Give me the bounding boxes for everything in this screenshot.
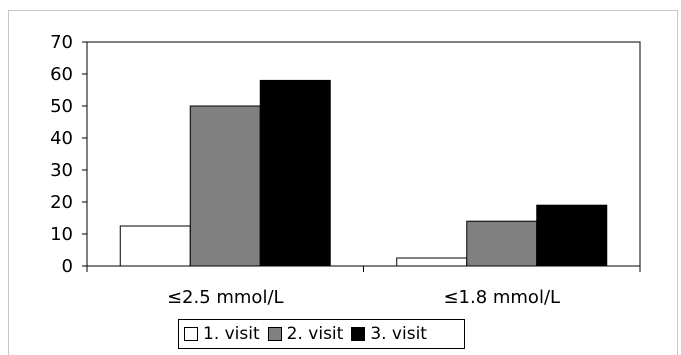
- y-tick-label: 50: [50, 96, 73, 117]
- y-tick-label: 20: [50, 192, 73, 213]
- legend-swatch: [351, 327, 366, 341]
- y-tick-label: 70: [50, 32, 73, 53]
- legend-item: 3. visit: [351, 324, 427, 344]
- legend-swatch: [267, 327, 282, 341]
- y-tick-label: 40: [50, 128, 73, 149]
- bar: [466, 220, 538, 267]
- legend-label: 2. visit: [286, 324, 344, 344]
- legend-item: 1. visit: [184, 324, 260, 344]
- bar: [396, 257, 468, 267]
- bar: [536, 204, 608, 267]
- legend: 1. visit 2. visit 3. visit: [178, 319, 465, 349]
- legend-item: 2. visit: [267, 324, 344, 344]
- y-tick-label: 10: [50, 224, 73, 245]
- y-tick-label: 30: [50, 160, 73, 181]
- y-tick-label: 0: [62, 256, 73, 277]
- bar: [259, 79, 331, 267]
- legend-swatch: [184, 327, 198, 341]
- legend-label: 3. visit: [370, 324, 427, 344]
- legend-label: 1. visit: [203, 324, 260, 344]
- category-label: ≤2.5 mmol/L: [167, 287, 284, 308]
- chart-frame: [8, 10, 678, 355]
- bar: [119, 225, 191, 267]
- y-tick-label: 60: [50, 64, 73, 85]
- category-label: ≤1.8 mmol/L: [443, 287, 560, 308]
- bar: [189, 105, 261, 267]
